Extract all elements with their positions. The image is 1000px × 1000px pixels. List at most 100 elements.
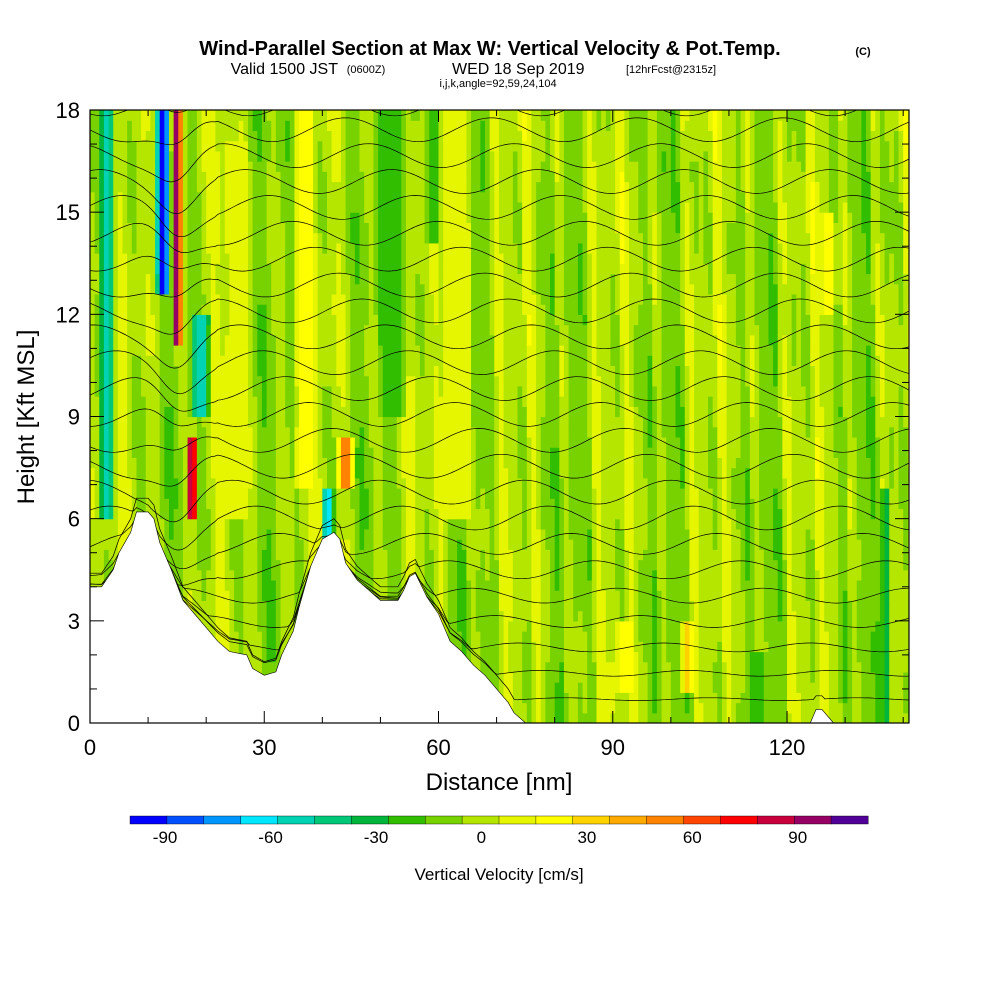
velocity-cell	[378, 375, 384, 387]
velocity-cell	[243, 477, 249, 489]
velocity-cell	[145, 498, 152, 510]
velocity-cell	[210, 334, 217, 346]
velocity-cell	[238, 457, 244, 469]
velocity-cell	[289, 396, 296, 407]
velocity-cell	[108, 375, 114, 387]
velocity-cell	[424, 375, 430, 387]
velocity-cell	[359, 304, 365, 315]
velocity-cell	[94, 324, 100, 336]
velocity-cell	[247, 539, 254, 550]
velocity-cell	[99, 232, 105, 244]
velocity-cell	[457, 365, 463, 377]
velocity-cell	[382, 212, 388, 223]
velocity-cell	[252, 334, 258, 346]
velocity-cell	[368, 426, 375, 438]
velocity-cell	[354, 447, 361, 458]
velocity-cell	[127, 344, 133, 356]
velocity-cell	[433, 212, 440, 223]
velocity-cell	[215, 150, 221, 162]
velocity-cell	[354, 508, 361, 520]
velocity-cell	[294, 396, 300, 407]
velocity-cell	[141, 406, 147, 418]
velocity-cell	[261, 590, 268, 601]
velocity-cell	[317, 212, 323, 223]
velocity-cell	[136, 263, 142, 275]
velocity-cell	[257, 222, 263, 234]
velocity-cell	[99, 416, 105, 428]
velocity-cell	[206, 467, 212, 479]
velocity-cell	[419, 396, 426, 407]
velocity-cell	[261, 528, 268, 540]
velocity-cell	[127, 263, 133, 275]
velocity-cell	[289, 355, 296, 367]
velocity-cell	[289, 610, 296, 622]
velocity-cell	[382, 304, 388, 315]
velocity-cell	[447, 559, 454, 571]
velocity-cell	[196, 426, 203, 438]
velocity-cell	[266, 365, 272, 377]
velocity-cell	[206, 365, 212, 377]
velocity-cell	[401, 549, 407, 561]
velocity-cell	[387, 477, 393, 489]
velocity-cell	[447, 539, 454, 550]
velocity-cell	[150, 488, 156, 499]
velocity-cell	[345, 375, 351, 387]
velocity-cell	[326, 171, 333, 183]
velocity-cell	[294, 549, 300, 561]
velocity-cell	[266, 651, 272, 663]
velocity-cell	[368, 263, 375, 275]
velocity-cell	[247, 150, 254, 162]
velocity-cell	[196, 140, 203, 152]
velocity-cell	[159, 344, 165, 356]
velocity-cell	[196, 334, 203, 346]
velocity-cell	[252, 518, 258, 530]
velocity-cell	[136, 314, 142, 326]
velocity-cell	[378, 457, 384, 469]
velocity-cell	[196, 488, 203, 499]
velocity-cell	[308, 242, 314, 254]
velocity-cell	[289, 324, 296, 336]
velocity-cell	[443, 130, 449, 142]
velocity-cell	[127, 304, 133, 315]
velocity-cell	[229, 385, 235, 397]
velocity-cell	[336, 457, 342, 469]
velocity-cell	[294, 498, 300, 510]
velocity-cell	[127, 518, 133, 530]
velocity-cell	[238, 467, 244, 479]
velocity-cell	[173, 212, 179, 223]
velocity-cell	[280, 559, 286, 571]
velocity-cell	[471, 508, 477, 520]
velocity-cell	[271, 447, 277, 458]
velocity-cell	[317, 171, 323, 183]
velocity-cell	[382, 375, 388, 387]
velocity-cell	[220, 498, 226, 510]
velocity-cell	[220, 140, 226, 152]
velocity-cell	[247, 140, 254, 152]
velocity-cell	[108, 212, 114, 223]
velocity-cell	[275, 610, 282, 622]
velocity-cell	[303, 447, 309, 458]
velocity-cell	[336, 385, 342, 397]
velocity-cell	[182, 130, 189, 142]
velocity-cell	[182, 273, 189, 285]
velocity-cell	[415, 385, 421, 397]
velocity-cell	[210, 304, 217, 315]
velocity-cell	[447, 140, 454, 152]
velocity-cell	[443, 375, 449, 387]
velocity-cell	[173, 304, 179, 315]
velocity-cell	[280, 477, 286, 489]
velocity-cell	[466, 120, 472, 132]
velocity-cell	[438, 518, 444, 530]
velocity-cell	[243, 201, 249, 213]
velocity-cell	[131, 212, 138, 223]
velocity-cell	[466, 273, 472, 285]
velocity-cell	[243, 416, 249, 428]
velocity-cell	[127, 416, 133, 428]
velocity-cell	[392, 212, 398, 223]
velocity-cell	[443, 508, 449, 520]
velocity-cell	[164, 161, 170, 172]
velocity-cell	[336, 304, 342, 315]
velocity-cell	[131, 140, 138, 152]
velocity-cell	[173, 191, 179, 203]
velocity-cell	[350, 355, 356, 367]
